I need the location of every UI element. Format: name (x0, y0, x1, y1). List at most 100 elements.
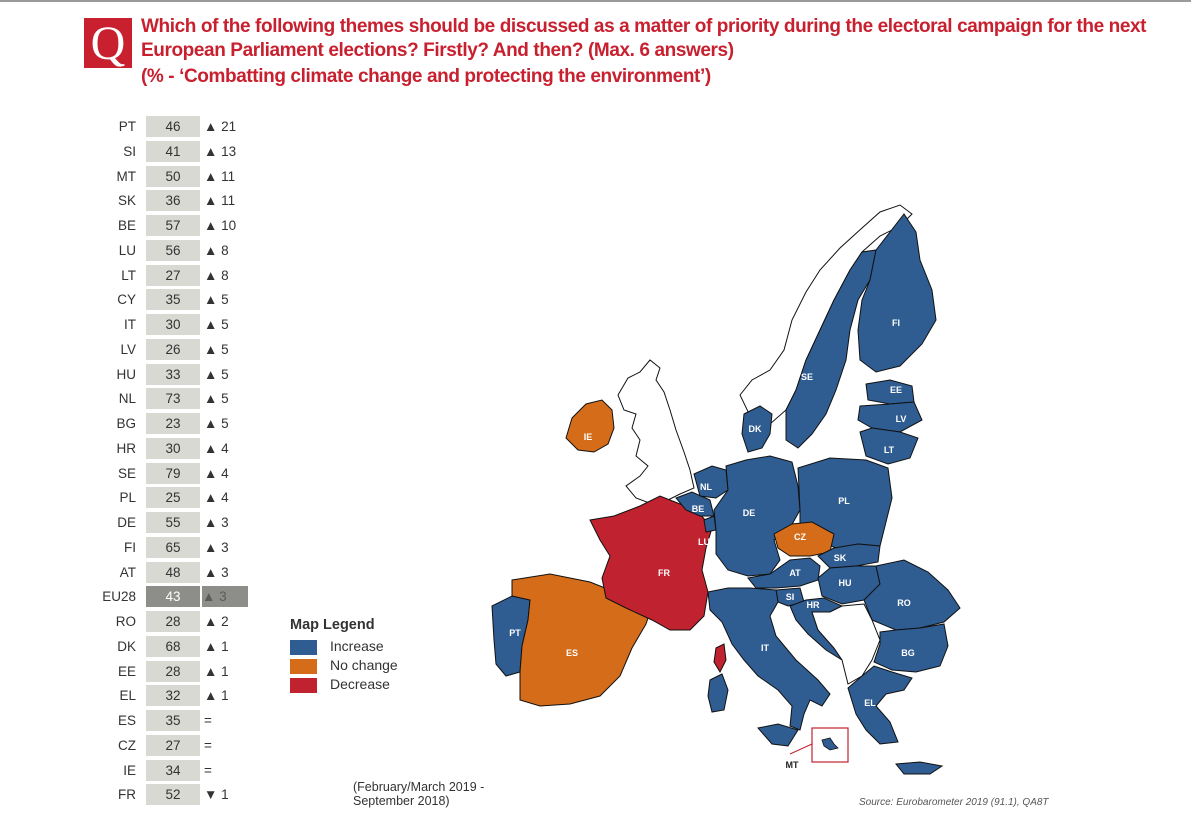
country-change: = (204, 762, 212, 778)
map-ireland (565, 399, 615, 453)
country-value: 41 (146, 140, 200, 162)
country-value: 23 (146, 413, 200, 434)
country-value: 43 (146, 586, 200, 608)
map-label-nl: NL (700, 482, 712, 492)
table-row: SI 41 ▲ 13 (100, 140, 250, 166)
country-change: ▼ 1 (204, 787, 229, 803)
country-code: SE (117, 465, 136, 481)
country-code: IT (124, 317, 136, 332)
country-change: = (204, 737, 212, 753)
country-change: ▲ 11 (204, 168, 236, 184)
table-row: SE 79 ▲ 4 (100, 462, 250, 488)
map-luxembourg (703, 515, 717, 533)
map-label-cz: CZ (794, 532, 806, 542)
country-code: CY (117, 292, 136, 308)
country-value: 79 (146, 462, 200, 484)
country-code: DK (117, 638, 136, 654)
legend-label-decrease: Decrease (330, 676, 390, 692)
table-row: DK 68 ▲ 1 (100, 635, 250, 661)
country-value: 33 (146, 363, 200, 385)
legend-item-no-change: No change (290, 657, 430, 675)
country-code: MT (116, 168, 137, 184)
country-code: PL (119, 490, 136, 506)
country-value: 30 (146, 437, 200, 459)
country-value: 73 (146, 388, 200, 410)
map-germany (713, 455, 801, 577)
table-row: MT 50 ▲ 11 (100, 165, 250, 191)
map-france (589, 495, 713, 631)
country-change: ▲ 1 (204, 638, 229, 654)
map-label-be: BE (692, 504, 705, 514)
country-code: AT (119, 564, 136, 580)
legend-label-no-change: No change (330, 657, 398, 673)
country-value: 27 (146, 264, 200, 286)
source-note: Source: Eurobarometer 2019 (91.1), QA8T (859, 797, 1049, 808)
map-finland (857, 213, 937, 373)
country-change: ▲ 4 (204, 490, 229, 506)
table-row: PT 46 ▲ 21 (100, 116, 250, 141)
map-label-fr: FR (658, 568, 670, 578)
map-label-se: SE (801, 372, 813, 382)
period-line-2: September 2018) (353, 794, 450, 808)
country-code: ES (117, 713, 136, 728)
country-value: 35 (146, 710, 200, 731)
table-row: HU 33 ▲ 5 (100, 363, 250, 389)
country-change: ▲ 1 (204, 688, 229, 704)
country-value: 28 (146, 660, 200, 682)
country-change: = (204, 713, 212, 728)
country-change: ▲ 8 (204, 242, 229, 258)
country-change: ▲ 3 (204, 539, 229, 555)
table-row: EU28 43 ▲ 3 (100, 586, 250, 611)
legend-title: Map Legend (290, 617, 375, 633)
country-code: CZ (118, 737, 136, 753)
country-value: 52 (146, 784, 200, 806)
country-value: 35 (146, 289, 200, 311)
table-row: LV 26 ▲ 5 (100, 338, 250, 364)
country-value: 28 (146, 611, 200, 632)
country-change: ▲ 2 (204, 614, 229, 629)
map-label-pl: PL (838, 496, 850, 506)
period-note: (February/March 2019 - September 2018) (353, 780, 484, 808)
country-value: 50 (146, 165, 200, 187)
map-label-it: IT (761, 643, 770, 653)
country-code: SK (117, 193, 136, 209)
table-row: DE 55 ▲ 3 (100, 512, 250, 537)
table-row: FR 52 ▼ 1 (100, 784, 250, 809)
map-label-fi: FI (892, 318, 900, 328)
top-rule (0, 0, 1191, 2)
legend-swatch-decrease (290, 678, 317, 693)
country-code: LU (118, 242, 136, 258)
legend-swatch-no-change (290, 659, 317, 674)
map-label-lv: LV (896, 414, 907, 424)
country-code: HU (116, 366, 137, 382)
map-sicily (757, 723, 799, 747)
table-row: FI 65 ▲ 3 (100, 536, 250, 562)
country-code: EE (117, 663, 136, 679)
country-code: DE (117, 515, 136, 530)
map-greece (847, 665, 913, 745)
country-change: ▲ 13 (204, 143, 237, 159)
country-code: RO (115, 614, 136, 629)
country-value: 25 (146, 487, 200, 509)
country-code: EU28 (102, 589, 136, 605)
map-romania (863, 559, 961, 631)
country-code: LV (120, 341, 136, 357)
country-change: ▲ 3 (204, 515, 229, 530)
map-lithuania (859, 427, 919, 465)
table-row: CY 35 ▲ 5 (100, 289, 250, 314)
table-row: BE 57 ▲ 10 (100, 215, 250, 240)
table-row: EE 28 ▲ 1 (100, 660, 250, 686)
table-row: LU 56 ▲ 8 (100, 239, 250, 265)
map-label-lt: LT (884, 445, 895, 455)
map-label-dk: DK (749, 424, 762, 434)
table-row: PL 25 ▲ 4 (100, 487, 250, 512)
question-letter: Q (90, 17, 126, 70)
country-code: LT (121, 267, 136, 283)
map-label-ro: RO (897, 598, 911, 608)
country-change: ▲ 1 (204, 663, 229, 679)
map-label-mt: MT (786, 760, 799, 770)
map-italy (707, 587, 831, 731)
map-label-si: SI (786, 592, 795, 602)
question-badge: Q (84, 17, 132, 70)
country-code: FR (118, 787, 136, 803)
